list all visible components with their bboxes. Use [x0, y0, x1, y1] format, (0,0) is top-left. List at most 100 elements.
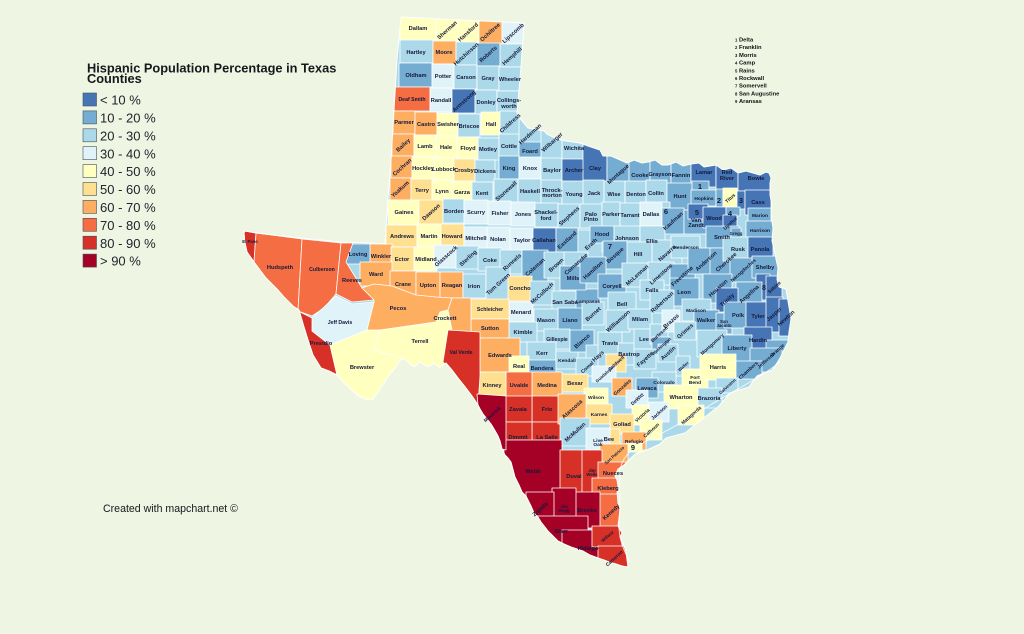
- svg-text:Motley: Motley: [479, 147, 498, 153]
- svg-text:Jack: Jack: [588, 191, 601, 197]
- svg-text:Briscoe: Briscoe: [459, 124, 480, 130]
- svg-text:Gaines: Gaines: [395, 210, 414, 216]
- svg-text:Colorado: Colorado: [653, 380, 674, 386]
- svg-text:Hockley: Hockley: [412, 166, 435, 172]
- svg-text:Rains: Rains: [739, 68, 755, 74]
- svg-text:Gillespie: Gillespie: [546, 337, 568, 343]
- svg-text:5: 5: [695, 208, 699, 217]
- svg-text:40 - 50 %: 40 - 50 %: [100, 164, 156, 179]
- svg-text:Madison: Madison: [686, 308, 706, 314]
- svg-text:80 - 90 %: 80 - 90 %: [100, 236, 156, 251]
- svg-text:Bexar: Bexar: [567, 381, 584, 387]
- svg-text:Oldham: Oldham: [405, 73, 426, 79]
- svg-text:Concho: Concho: [509, 286, 531, 292]
- svg-text:Hood: Hood: [595, 232, 610, 238]
- svg-text:Kerr: Kerr: [536, 351, 548, 357]
- svg-text:> 90 %: > 90 %: [100, 254, 141, 269]
- svg-text:Rockwall: Rockwall: [739, 76, 765, 82]
- svg-text:30 - 40 %: 30 - 40 %: [100, 146, 156, 161]
- svg-text:2: 2: [735, 45, 738, 50]
- svg-text:Jim: Jim: [588, 468, 596, 473]
- svg-text:Kinney: Kinney: [483, 383, 503, 389]
- svg-text:Schleicher: Schleicher: [477, 307, 503, 313]
- svg-text:Denton: Denton: [626, 192, 646, 198]
- svg-text:Travis: Travis: [602, 341, 618, 347]
- svg-text:Borden: Borden: [444, 209, 464, 215]
- svg-text:Leon: Leon: [677, 290, 691, 296]
- svg-text:Harrison: Harrison: [750, 228, 770, 234]
- svg-text:Smith: Smith: [714, 235, 730, 241]
- svg-text:Palo: Palo: [585, 212, 598, 218]
- svg-text:Cooke: Cooke: [631, 173, 648, 179]
- svg-text:Swisher: Swisher: [437, 122, 460, 128]
- svg-text:Wise: Wise: [607, 192, 620, 198]
- svg-text:Coke: Coke: [483, 258, 497, 264]
- svg-text:Created with mapchart.net ©: Created with mapchart.net ©: [103, 503, 238, 515]
- svg-text:1: 1: [698, 182, 702, 191]
- svg-text:Zavala: Zavala: [509, 407, 528, 413]
- svg-text:Clay: Clay: [589, 166, 602, 172]
- svg-text:Mason: Mason: [537, 318, 556, 324]
- svg-text:Terrell: Terrell: [412, 339, 429, 345]
- svg-text:Foard: Foard: [522, 149, 538, 155]
- svg-text:Lavaca: Lavaca: [637, 386, 657, 392]
- svg-text:Morris: Morris: [739, 53, 757, 59]
- svg-text:Wheeler: Wheeler: [499, 77, 522, 83]
- svg-text:Randall: Randall: [431, 98, 452, 104]
- svg-text:Kimble: Kimble: [514, 330, 533, 336]
- svg-text:Goliad: Goliad: [613, 422, 631, 428]
- svg-text:worth: worth: [500, 104, 517, 110]
- svg-text:Hardin: Hardin: [749, 338, 768, 344]
- svg-text:Lubbock: Lubbock: [432, 167, 457, 173]
- svg-text:Webb: Webb: [525, 469, 541, 475]
- svg-text:Hall: Hall: [486, 122, 497, 128]
- svg-text:Gregg: Gregg: [730, 231, 743, 236]
- svg-text:Tyler: Tyler: [751, 314, 765, 320]
- svg-text:Lampasas: Lampasas: [576, 299, 600, 305]
- svg-text:Bee: Bee: [604, 437, 614, 443]
- svg-text:Van: Van: [691, 218, 702, 224]
- svg-text:Midland: Midland: [415, 257, 437, 263]
- svg-text:5: 5: [735, 68, 738, 73]
- svg-text:Duval: Duval: [566, 474, 582, 480]
- svg-text:Hunt: Hunt: [674, 194, 687, 200]
- svg-text:Dallas: Dallas: [643, 212, 660, 218]
- svg-text:Throck-: Throck-: [542, 188, 563, 194]
- svg-text:Knox: Knox: [523, 166, 538, 172]
- svg-text:Brooks: Brooks: [577, 508, 597, 514]
- svg-text:Refugio: Refugio: [625, 439, 643, 445]
- svg-text:Hale: Hale: [440, 145, 452, 151]
- svg-text:Scurry: Scurry: [467, 210, 486, 216]
- svg-text:Tarrant: Tarrant: [620, 213, 639, 219]
- svg-text:El Paso: El Paso: [242, 239, 258, 244]
- svg-text:3: 3: [735, 53, 738, 58]
- svg-text:Castro: Castro: [417, 122, 436, 128]
- svg-text:Oak: Oak: [593, 442, 603, 448]
- svg-text:Wood: Wood: [706, 216, 722, 222]
- svg-text:Wilson: Wilson: [588, 395, 604, 401]
- svg-text:Nueces: Nueces: [603, 471, 623, 477]
- svg-text:70 - 80 %: 70 - 80 %: [100, 218, 156, 233]
- svg-text:Llano: Llano: [562, 318, 578, 324]
- svg-text:Terry: Terry: [415, 188, 430, 194]
- svg-text:Polk: Polk: [732, 313, 745, 319]
- svg-text:6: 6: [735, 76, 738, 81]
- svg-text:morton: morton: [542, 193, 562, 199]
- svg-text:Culberson: Culberson: [309, 267, 335, 273]
- svg-text:Zandt: Zandt: [688, 223, 704, 229]
- svg-text:Potter: Potter: [435, 74, 452, 80]
- svg-text:Edwards: Edwards: [488, 353, 512, 359]
- svg-text:8: 8: [735, 91, 738, 96]
- svg-text:9: 9: [735, 99, 738, 104]
- svg-text:7: 7: [608, 242, 612, 251]
- svg-text:9: 9: [631, 443, 635, 452]
- svg-text:Baylor: Baylor: [543, 168, 561, 174]
- svg-text:Reeves: Reeves: [342, 278, 362, 284]
- svg-text:Jeff Davis: Jeff Davis: [328, 320, 353, 326]
- svg-text:Menard: Menard: [511, 310, 532, 316]
- svg-text:Dallam: Dallam: [409, 26, 428, 32]
- svg-text:Franklin: Franklin: [739, 45, 762, 51]
- svg-text:1: 1: [735, 38, 738, 43]
- svg-text:Upton: Upton: [420, 283, 437, 289]
- svg-text:Collin: Collin: [648, 191, 664, 197]
